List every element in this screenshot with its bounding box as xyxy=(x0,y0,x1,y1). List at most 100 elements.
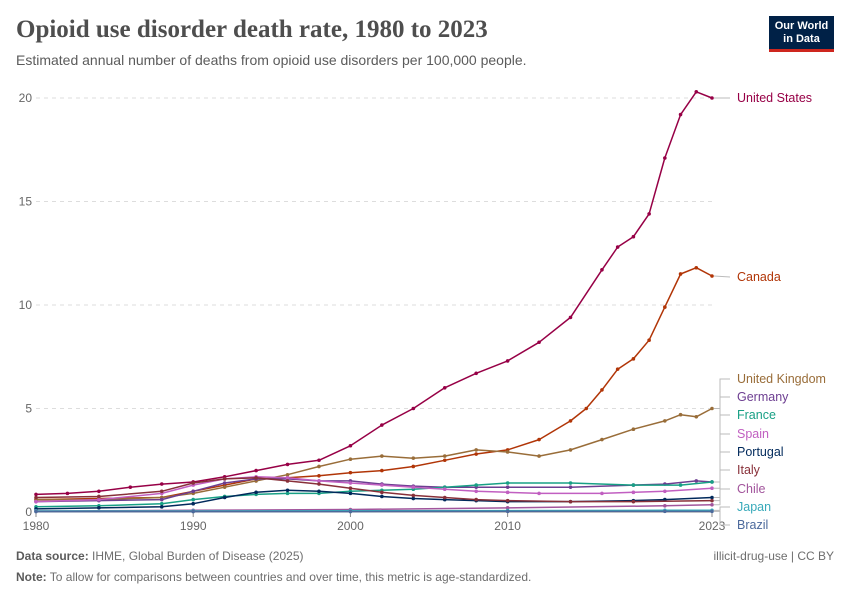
data-point-united-kingdom xyxy=(537,454,541,458)
note-label: Note: xyxy=(16,570,47,584)
data-point-italy xyxy=(191,481,196,485)
owid-logo[interactable]: Our World in Data xyxy=(769,16,834,52)
data-point-portugal xyxy=(191,501,196,506)
data-point-united-kingdom xyxy=(474,448,478,452)
legend-label-chile: Chile xyxy=(737,482,766,496)
data-point-canada xyxy=(537,437,541,442)
data-point-spain xyxy=(710,486,714,490)
data-point-canada xyxy=(442,458,447,463)
data-point-spain xyxy=(663,489,667,494)
data-point-italy xyxy=(285,479,290,483)
legend-label-italy: Italy xyxy=(737,463,761,477)
data-point-italy xyxy=(631,499,636,504)
data-point-portugal xyxy=(380,494,384,499)
data-point-italy xyxy=(411,493,416,498)
data-point-canada xyxy=(348,470,353,475)
data-point-portugal xyxy=(254,490,258,495)
leader-line-portugal xyxy=(714,451,730,499)
data-point-united-states xyxy=(159,482,164,486)
data-point-portugal xyxy=(159,505,164,509)
data-point-united-kingdom xyxy=(663,419,667,423)
data-point-united-kingdom xyxy=(600,437,604,442)
data-point-brazil xyxy=(663,509,667,514)
note-text: To allow for comparisons between countri… xyxy=(49,570,532,584)
data-point-united-states xyxy=(647,212,651,216)
data-point-italy xyxy=(34,495,38,500)
data-point-italy xyxy=(317,482,321,486)
data-point-united-states xyxy=(474,371,478,376)
legend-label-canada: Canada xyxy=(737,270,781,284)
data-point-chile xyxy=(505,506,510,510)
data-point-united-kingdom xyxy=(442,454,447,458)
data-point-brazil xyxy=(34,509,38,514)
chart-title: Opioid use disorder death rate, 1980 to … xyxy=(16,16,488,43)
data-point-united-kingdom xyxy=(317,464,321,469)
data-point-portugal xyxy=(710,495,714,500)
data-point-united-kingdom xyxy=(710,406,714,411)
data-point-united-states xyxy=(537,340,541,345)
data-point-france xyxy=(678,483,683,487)
data-point-united-states xyxy=(442,386,447,390)
legend-label-france: France xyxy=(737,408,776,422)
chart-slug-license[interactable]: illicit-drug-use | CC BY xyxy=(713,549,834,563)
data-point-chile xyxy=(663,503,667,508)
data-point-united-states xyxy=(600,268,604,272)
source-label: Data source: xyxy=(16,549,89,563)
data-point-spain xyxy=(474,489,478,494)
data-point-brazil xyxy=(191,509,196,514)
data-point-portugal xyxy=(285,488,290,493)
data-point-spain xyxy=(442,487,447,492)
series-line-canada xyxy=(35,266,713,501)
data-point-united-kingdom xyxy=(380,454,384,458)
chart-note: Note: To allow for comparisons between c… xyxy=(16,570,531,584)
data-point-united-states xyxy=(505,359,510,363)
data-point-united-states xyxy=(663,156,667,160)
data-point-spain xyxy=(348,481,353,485)
data-point-spain xyxy=(285,476,290,480)
data-point-portugal xyxy=(317,489,321,494)
x-tick-label: 2023 xyxy=(699,519,726,533)
data-point-spain xyxy=(631,490,636,495)
data-point-spain xyxy=(600,491,604,496)
data-point-united-states xyxy=(285,462,290,467)
data-point-france xyxy=(159,501,164,506)
data-point-united-states xyxy=(710,96,714,100)
data-point-brazil xyxy=(710,509,714,514)
legend-label-brazil: Brazil xyxy=(737,518,768,532)
data-source: Data source: IHME, Global Burden of Dise… xyxy=(16,549,303,563)
y-tick-label: 20 xyxy=(19,91,33,105)
data-point-united-kingdom xyxy=(568,448,573,452)
data-point-spain xyxy=(317,479,321,483)
data-point-france xyxy=(191,497,196,502)
data-point-france xyxy=(505,481,510,485)
data-point-italy xyxy=(505,498,510,503)
legend-label-germany: Germany xyxy=(737,390,789,404)
data-point-france xyxy=(474,483,478,487)
data-point-france xyxy=(568,481,573,485)
leader-line-brazil xyxy=(714,510,730,526)
leader-line-italy xyxy=(714,469,730,502)
leader-line-germany xyxy=(714,396,730,483)
data-point-portugal xyxy=(222,495,227,500)
data-point-canada xyxy=(380,468,384,473)
data-point-italy xyxy=(97,494,101,499)
data-point-canada xyxy=(647,338,651,342)
source-text[interactable]: IHME, Global Burden of Disease (2025) xyxy=(92,549,304,563)
data-point-spain xyxy=(34,499,38,504)
data-point-italy xyxy=(474,497,478,502)
data-point-canada xyxy=(411,464,416,469)
data-point-canada xyxy=(710,274,714,278)
series-line-united-kingdom xyxy=(36,407,713,501)
data-point-italy xyxy=(159,489,164,494)
data-point-united-states xyxy=(568,315,573,320)
data-point-italy xyxy=(710,498,714,503)
data-point-germany xyxy=(159,497,164,502)
data-point-canada xyxy=(694,265,699,270)
legend-label-portugal: Portugal xyxy=(737,445,784,459)
data-point-united-states xyxy=(97,489,101,494)
data-point-united-states xyxy=(34,492,38,497)
data-point-united-states xyxy=(678,112,683,117)
leader-line-chile xyxy=(714,488,730,506)
data-point-canada xyxy=(600,388,604,392)
data-point-spain xyxy=(380,483,384,487)
